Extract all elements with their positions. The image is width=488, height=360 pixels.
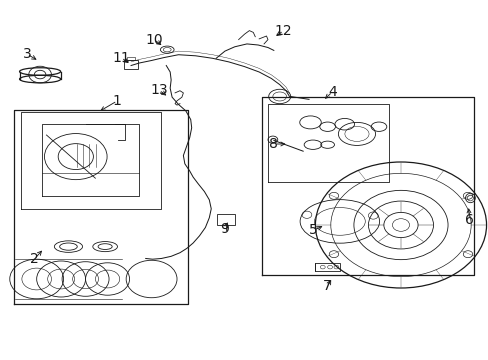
Text: 2: 2 [30,252,39,266]
Text: 10: 10 [145,33,163,46]
Bar [124,60,138,69]
Text: 8: 8 [269,137,278,151]
Bar [315,263,339,271]
Bar [126,57,135,60]
Text: 4: 4 [327,85,336,99]
Text: 1: 1 [113,94,122,108]
Text: 5: 5 [308,224,317,237]
Text: 3: 3 [22,47,31,61]
Bar [217,214,234,225]
Text: 6: 6 [464,213,473,226]
Text: 7: 7 [323,279,331,293]
Text: 11: 11 [112,51,130,64]
Text: 12: 12 [274,24,292,37]
Text: 13: 13 [150,83,167,97]
Text: 9: 9 [220,222,229,235]
